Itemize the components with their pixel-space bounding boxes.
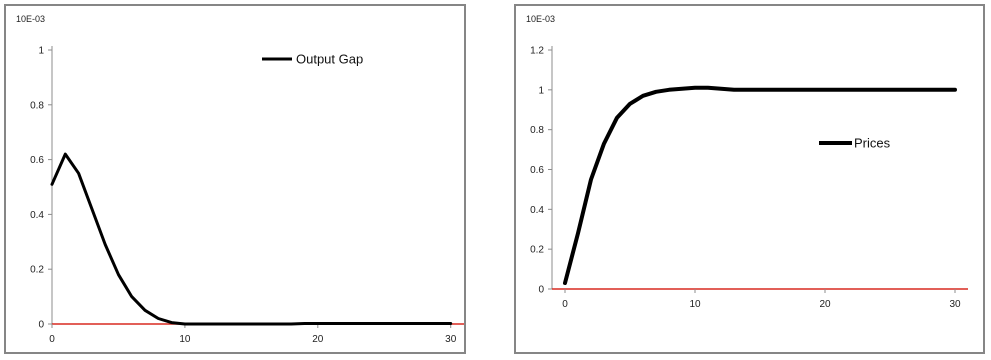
prices-y-tick-label: 0.2	[530, 245, 544, 256]
prices-y-tick-label: 0.6	[530, 165, 544, 176]
output-gap-x-tick-label: 30	[445, 334, 457, 345]
prices-y-tick-label: 0.4	[530, 205, 544, 216]
prices-legend-label: Prices	[854, 136, 891, 151]
output-gap-y-tick-label: 1	[38, 46, 44, 57]
prices-x-tick-label: 0	[562, 299, 568, 310]
prices-y-tick-label: 1.2	[530, 46, 544, 57]
output-gap-series-line	[50, 152, 453, 326]
output-gap-x-tick-label: 0	[49, 334, 55, 345]
prices-unit-label: 10E-03	[526, 14, 555, 24]
prices-chart: 10E-03 0 0.2 0.4 0.6 0.8 1 1.2 0 10 20 30 Prices	[526, 14, 968, 310]
prices-chart-panel: 10E-03 0 0.2 0.4 0.6 0.8 1 1.2 0 10 20 30 Prices	[514, 4, 985, 354]
prices-series-line	[563, 85, 957, 285]
prices-x-tick-label: 30	[949, 299, 961, 310]
output-gap-y-tick-label: 0.2	[30, 265, 44, 276]
output-gap-x-tick-label: 20	[312, 334, 324, 345]
output-gap-chart-panel: 10E-03 0 0.2 0.4 0.6 0.8 1 0 10 20 30 Output Gap	[4, 4, 466, 354]
output-gap-y-tick-label: 0	[38, 320, 44, 331]
output-gap-x-tick-label: 10	[179, 334, 191, 345]
output-gap-y-tick-label: 0.4	[30, 210, 44, 221]
output-gap-legend-label: Output Gap	[296, 52, 363, 67]
prices-y-tick-label: 1	[538, 85, 544, 96]
output-gap-y-tick-label: 0.6	[30, 155, 44, 166]
output-gap-y-tick-label: 0.8	[30, 100, 44, 111]
prices-x-tick-label: 20	[819, 299, 831, 310]
prices-y-tick-label: 0	[538, 285, 544, 296]
prices-x-tick-label: 10	[689, 299, 701, 310]
output-gap-unit-label: 10E-03	[16, 14, 45, 24]
prices-y-tick-label: 0.8	[530, 125, 544, 136]
